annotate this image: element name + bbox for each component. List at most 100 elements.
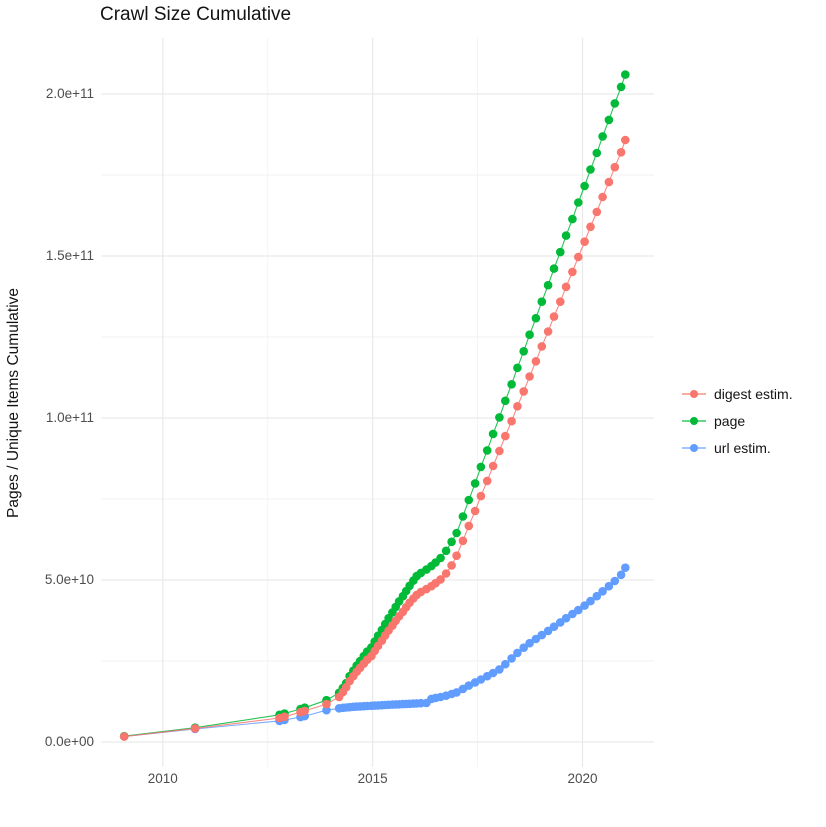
data-point-url-estim [519, 643, 528, 652]
data-point-digest-estim [476, 491, 486, 501]
data-point-page [580, 181, 589, 191]
data-point-page [592, 148, 602, 158]
data-point-digest-estim [470, 506, 480, 516]
data-point-digest-estim [119, 732, 129, 741]
data-point-page [447, 537, 456, 547]
data-point-digest-estim [513, 402, 522, 411]
data-point-url-estim [322, 705, 331, 715]
data-point-page [616, 82, 626, 92]
data-point-url-estim [507, 654, 516, 663]
y-tick-label: 5.0e+10 [44, 572, 94, 587]
data-point-digest-estim [549, 312, 559, 321]
legend-key-icon-digest-estim [682, 389, 706, 398]
data-point-digest-estim [436, 575, 445, 584]
data-point-page [574, 198, 583, 207]
data-point-url-estim [513, 648, 522, 658]
legend-label: digest estim. [714, 385, 793, 402]
data-point-digest-estim [501, 431, 510, 441]
data-point-page [525, 330, 534, 340]
data-point-page [568, 214, 577, 224]
data-point-digest-estim [519, 387, 528, 396]
legend-key-icon-url-estim [682, 443, 706, 452]
data-point-digest-estim [561, 282, 571, 292]
series-url-estim [119, 563, 630, 741]
data-point-url-estim [452, 688, 461, 697]
data-point-page [561, 231, 571, 240]
data-point-digest-estim [616, 148, 626, 157]
data-point-digest-estim [537, 342, 547, 351]
y-axis-title: Pages / Unique Items Cumulative [5, 287, 22, 519]
data-point-url-estim [488, 668, 498, 678]
data-point-page [436, 553, 445, 563]
legend: digest estim. page url estim. [681, 380, 793, 461]
data-point-url-estim [525, 638, 534, 648]
data-point-page [549, 264, 559, 273]
data-point-page [531, 313, 541, 323]
legend-key-dot [690, 416, 698, 425]
legend-key-dot [690, 389, 698, 398]
data-point-digest-estim [495, 446, 504, 456]
data-point-page [482, 446, 492, 455]
data-point-url-estim [574, 605, 583, 615]
x-tick-label: 2020 [567, 771, 598, 786]
data-point-page [488, 429, 498, 439]
data-point-digest-estim [322, 699, 331, 709]
data-point-digest-estim [592, 207, 602, 217]
legend-item-url-estim: url estim. [681, 434, 793, 461]
data-point-url-estim [598, 587, 607, 596]
data-point-page [543, 280, 553, 290]
data-point-digest-estim [531, 357, 541, 366]
data-point-page [458, 512, 468, 521]
data-point-digest-estim [507, 416, 516, 426]
data-point-digest-estim [568, 267, 577, 277]
data-point-digest-estim [580, 237, 589, 246]
data-point-digest-estim [300, 706, 310, 716]
data-point-digest-estim [458, 536, 468, 546]
y-tick-label: 1.0e+11 [45, 410, 94, 425]
data-point-url-estim [501, 659, 510, 669]
data-point-digest-estim [574, 252, 583, 262]
series-digest-estim [119, 135, 630, 741]
series-page [119, 70, 630, 741]
data-point-url-estim [495, 665, 504, 674]
x-tick-label: 2010 [147, 771, 178, 786]
data-point-url-estim [592, 591, 602, 601]
data-point-digest-estim [452, 551, 461, 560]
data-point-digest-estim [556, 297, 565, 307]
data-point-digest-estim [621, 135, 630, 145]
data-point-page [476, 462, 486, 472]
data-point-page [470, 479, 480, 488]
x-tick-label: 2015 [357, 771, 388, 786]
data-point-url-estim [561, 613, 571, 623]
y-tick-label: 0.0e+00 [44, 734, 94, 749]
data-point-url-estim [586, 596, 595, 606]
data-point-page [598, 132, 607, 141]
data-point-page [519, 347, 528, 356]
data-point-digest-estim [482, 476, 492, 486]
data-point-url-estim [476, 675, 486, 684]
legend-item-page: page [681, 407, 793, 434]
y-tick-label: 2.0e+11 [45, 86, 94, 101]
data-point-url-estim [616, 570, 626, 580]
data-point-digest-estim [464, 521, 474, 531]
data-point-page [495, 413, 504, 422]
chart-title: Crawl Size Cumulative [100, 4, 292, 25]
data-point-digest-estim [598, 192, 607, 202]
data-point-page [441, 546, 451, 556]
data-point-digest-estim [488, 461, 498, 471]
data-point-page [556, 247, 565, 257]
legend-key-dot [690, 443, 698, 452]
data-point-url-estim [549, 622, 559, 631]
legend-label: url estim. [714, 439, 771, 456]
legend-item-digest-estim: digest estim. [681, 380, 793, 407]
data-point-digest-estim [280, 712, 289, 721]
data-point-digest-estim [441, 569, 451, 578]
data-point-digest-estim [190, 724, 200, 733]
data-point-page [452, 528, 461, 538]
data-point-url-estim [610, 576, 620, 586]
data-point-page [501, 396, 510, 406]
data-point-url-estim [621, 563, 630, 572]
data-point-digest-estim [543, 327, 553, 336]
